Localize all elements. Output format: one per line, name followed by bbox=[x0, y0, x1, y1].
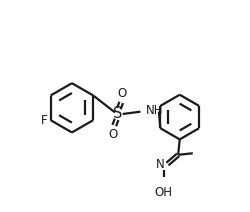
Text: OH: OH bbox=[154, 186, 172, 199]
Text: N: N bbox=[156, 158, 164, 171]
Text: S: S bbox=[114, 106, 123, 121]
Text: NH: NH bbox=[146, 105, 163, 117]
Text: F: F bbox=[41, 114, 48, 127]
Text: O: O bbox=[117, 87, 127, 100]
Text: O: O bbox=[108, 128, 117, 141]
